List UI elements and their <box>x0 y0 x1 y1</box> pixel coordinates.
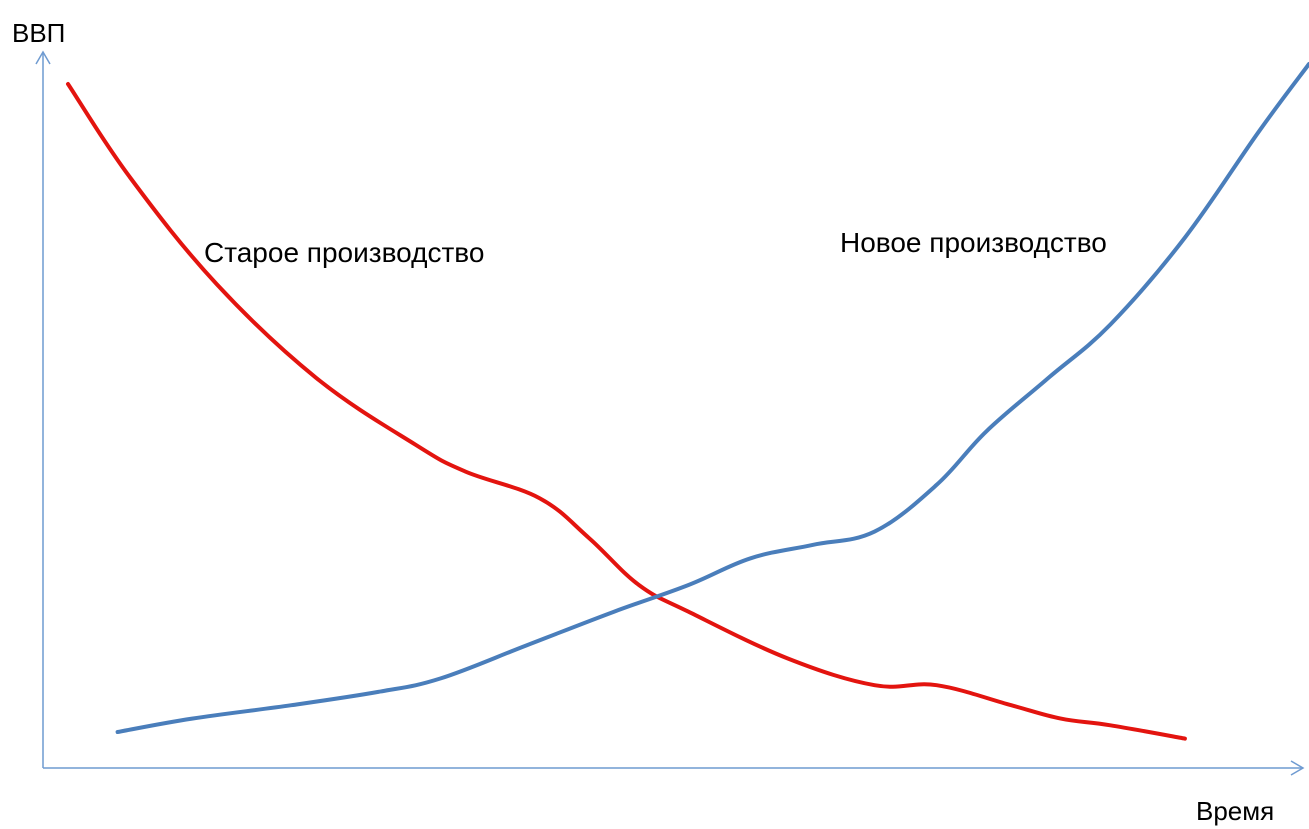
series-line-new-production <box>115 62 1309 734</box>
annotation-old-production: Старое производство <box>204 237 484 268</box>
series-layer <box>66 62 1309 741</box>
x-axis-label: Время <box>1196 796 1274 826</box>
y-axis-label: ВВП <box>12 18 65 48</box>
series-line-old-production <box>66 82 1187 741</box>
y-axis-arrow <box>35 50 51 65</box>
axes <box>35 50 1305 776</box>
x-axis-arrow <box>1290 760 1305 776</box>
annotation-new-production: Новое производство <box>840 227 1107 258</box>
